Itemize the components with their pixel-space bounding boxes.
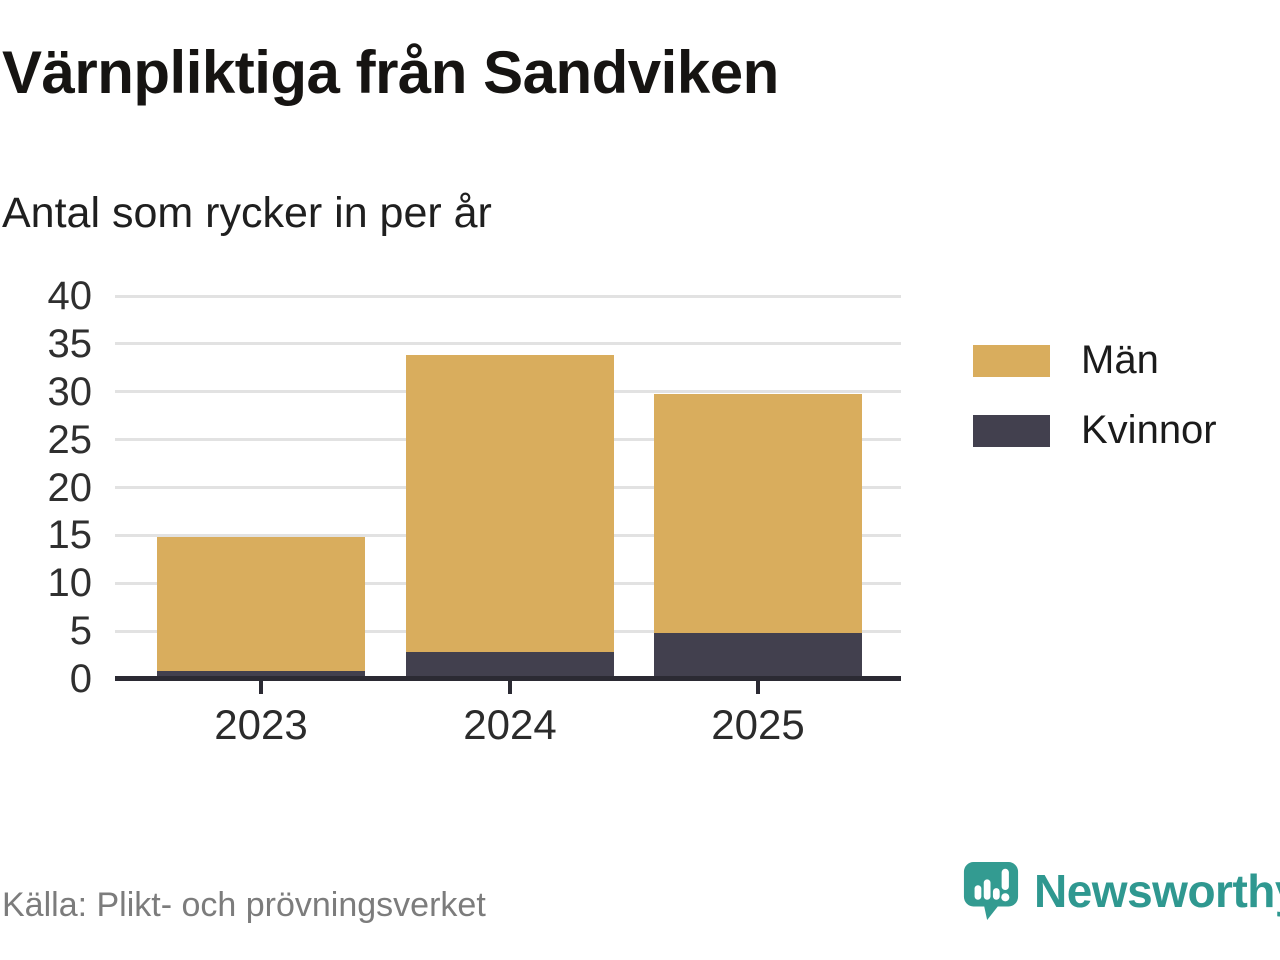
y-tick-label-20: 20 <box>47 465 93 510</box>
y-tick-label-5: 5 <box>69 609 92 654</box>
brand-name: Newsworthy <box>1034 865 1280 917</box>
page-title: Värnpliktiga från Sandviken <box>2 39 779 106</box>
y-tick-label-40: 40 <box>47 274 93 318</box>
newsworthy-bubble-chart-icon <box>963 862 1019 920</box>
source-credit: Källa: Plikt- och prövningsverket <box>2 886 486 924</box>
bar-2025-män <box>654 393 862 634</box>
x-tick-label-2023: 2023 <box>214 701 308 748</box>
brand-logo: Newsworthy <box>962 860 1280 922</box>
y-tick-label-10: 10 <box>47 561 93 606</box>
y-tick-label-0: 0 <box>69 657 92 701</box>
legend-label-man: Män <box>1081 338 1159 382</box>
x-tick-2025 <box>756 681 760 694</box>
bar-2023-män <box>157 537 365 672</box>
legend-item-man: Män <box>973 338 1217 383</box>
gridline-40 <box>115 294 901 298</box>
chart-legend: Män Kvinnor <box>973 338 1217 453</box>
bar-2024-män <box>406 355 614 653</box>
legend-swatch-kvinnor <box>973 414 1050 447</box>
x-tick-2024 <box>508 681 512 694</box>
x-axis-line <box>115 676 901 681</box>
y-tick-label-30: 30 <box>47 369 93 414</box>
bar-2025-kvinnor <box>654 633 862 681</box>
legend-label-kvinnor: Kvinnor <box>1081 408 1217 452</box>
x-tick-label-2025: 2025 <box>711 701 805 748</box>
y-tick-label-25: 25 <box>47 417 93 462</box>
gridline-35 <box>115 342 901 346</box>
legend-item-kvinnor: Kvinnor <box>973 408 1217 453</box>
legend-swatch-man <box>973 344 1050 377</box>
x-tick-label-2024: 2024 <box>463 701 557 748</box>
x-tick-2023 <box>259 681 263 694</box>
y-tick-label-15: 15 <box>47 513 93 558</box>
y-tick-label-35: 35 <box>47 321 93 366</box>
chart-subtitle: Antal som rycker in per år <box>2 189 492 237</box>
